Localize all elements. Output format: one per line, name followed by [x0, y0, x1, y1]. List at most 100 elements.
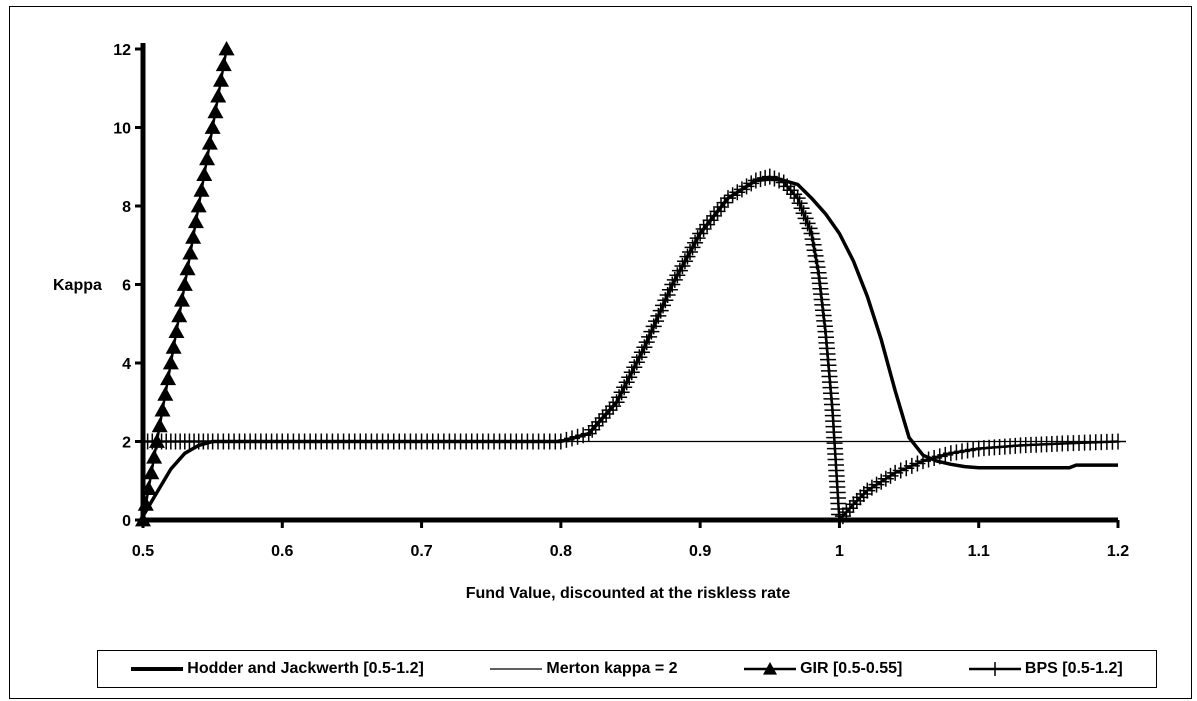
plus-marker — [716, 194, 733, 211]
triangle-marker — [215, 56, 232, 72]
plus-marker — [591, 413, 608, 430]
triangle-marker — [143, 464, 160, 480]
y-tick-label: 10 — [113, 121, 131, 138]
legend-item: Hodder and Jackwerth [0.5-1.2] — [131, 659, 424, 679]
series-triangle — [135, 41, 235, 527]
triangle-marker — [196, 166, 213, 181]
x-tick-label: 1.2 — [1107, 543, 1129, 560]
triangle-marker — [157, 386, 174, 401]
plus-marker — [838, 504, 855, 521]
y-tick-label: 8 — [122, 199, 131, 216]
plus-marker — [709, 203, 726, 220]
plus-marker — [605, 398, 622, 415]
triangle-marker — [135, 512, 151, 527]
plus-marker — [587, 417, 604, 434]
legend-swatch — [131, 667, 184, 671]
triangle-marker — [146, 449, 163, 464]
legend-label: Merton kappa = 2 — [546, 660, 678, 677]
triangle-marker — [199, 150, 216, 166]
y-tick-label: 12 — [113, 42, 131, 59]
legend-item: BPS [0.5-1.2] — [968, 659, 1123, 679]
triangle-marker — [168, 323, 185, 338]
triangle-marker — [176, 276, 193, 291]
x-tick-label: 1.1 — [968, 543, 990, 560]
plus-marker — [855, 485, 872, 502]
plus-marker — [1110, 433, 1126, 450]
triangle-marker — [162, 355, 179, 370]
plus-marker — [834, 508, 851, 525]
series-line — [141, 176, 1118, 517]
y-tick-label: 2 — [122, 435, 131, 452]
plus-marker — [766, 170, 783, 187]
triangle-marker — [148, 433, 165, 448]
triangle-marker — [218, 41, 235, 56]
plus-marker — [706, 207, 723, 224]
plus-marker — [779, 178, 796, 195]
triangle-marker — [165, 339, 182, 354]
y-tick-label: 6 — [122, 278, 131, 295]
plus-marker — [782, 182, 799, 199]
triangle-marker — [193, 182, 210, 197]
chart-legend: Hodder and Jackwerth [0.5-1.2] Merton kap… — [97, 650, 1157, 688]
triangle-marker — [179, 260, 196, 276]
plus-marker — [752, 171, 769, 188]
x-tick-label: 0.5 — [132, 543, 154, 560]
triangle-marker — [213, 72, 229, 87]
triangle-marker — [160, 370, 177, 386]
triangle-marker — [182, 245, 199, 260]
triangle-marker — [763, 662, 778, 675]
plus-marker — [848, 492, 865, 509]
legend-swatch — [744, 662, 797, 675]
triangle-marker — [174, 292, 190, 307]
legend-swatch — [968, 662, 1021, 676]
triangle-marker — [204, 119, 221, 134]
plus-marker — [775, 174, 792, 191]
plus-marker — [841, 500, 858, 517]
legend-label: GIR [0.5-0.55] — [800, 660, 903, 677]
x-tick-label: 1 — [835, 543, 844, 560]
x-tick-label: 0.7 — [410, 543, 432, 560]
legend-swatch — [490, 668, 543, 670]
y-axis-label: Kappa — [53, 277, 102, 294]
triangle-marker — [190, 198, 207, 213]
plus-marker — [601, 402, 618, 419]
triangle-marker — [185, 229, 202, 244]
x-axis-label: Fund Value, discounted at the riskless r… — [466, 585, 791, 602]
plus-marker — [692, 225, 709, 242]
triangle-marker — [207, 103, 224, 119]
triangle-marker — [140, 480, 157, 495]
plus-marker — [831, 512, 848, 528]
y-tick-label: 0 — [122, 513, 131, 530]
legend-label: BPS [0.5-1.2] — [1024, 660, 1123, 677]
plus-marker — [702, 212, 719, 229]
legend-label: Hodder and Jackwerth [0.5-1.2] — [187, 660, 424, 677]
legend-item: GIR [0.5-0.55] — [744, 659, 902, 679]
x-tick-label: 0.6 — [271, 543, 293, 560]
plus-marker — [584, 421, 601, 438]
plus-marker — [598, 406, 615, 423]
plus-marker — [761, 168, 778, 185]
plus-marker — [699, 216, 716, 233]
plus-marker — [695, 221, 712, 238]
triangle-marker — [187, 213, 204, 229]
plus-marker — [786, 186, 803, 203]
y-tick-label: 4 — [122, 356, 131, 373]
plus-marker — [852, 489, 869, 506]
triangle-marker — [154, 402, 171, 417]
plus-marker — [845, 496, 862, 513]
plus-marker — [987, 662, 1002, 676]
legend-item: Merton kappa = 2 — [490, 659, 678, 679]
series-plus — [135, 168, 1126, 528]
x-tick-label: 0.8 — [550, 543, 572, 560]
series-thick — [141, 176, 1118, 517]
triangle-marker — [151, 417, 168, 433]
triangle-marker — [171, 307, 188, 323]
plus-marker — [713, 198, 730, 215]
triangle-marker — [201, 135, 218, 150]
chart-frame — [9, 6, 1192, 699]
triangle-marker — [210, 88, 227, 103]
plus-marker — [594, 409, 611, 426]
plus-marker — [580, 425, 597, 442]
x-tick-label: 0.9 — [689, 543, 711, 560]
